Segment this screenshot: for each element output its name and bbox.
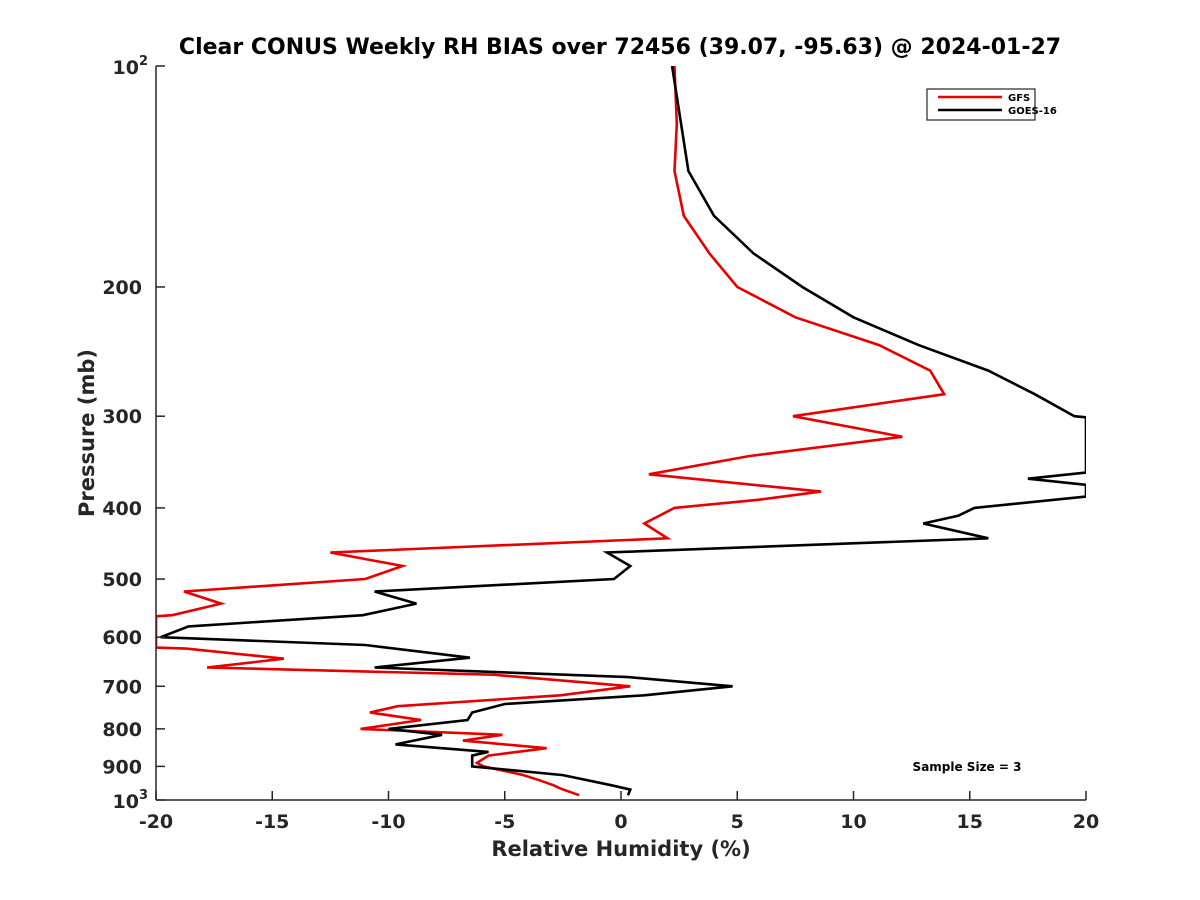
legend-label-goes16: GOES-16	[1008, 106, 1057, 117]
x-tick-label: 5	[731, 811, 744, 833]
y-tick-label: 300	[102, 406, 142, 428]
series-line-goes16	[160, 66, 1086, 796]
x-tick-label: -5	[494, 811, 515, 833]
y-tick-label: 700	[102, 676, 142, 698]
x-tick-label: 15	[957, 811, 983, 833]
x-axis-label: Relative Humidity (%)	[491, 837, 750, 861]
series-line-gfs	[156, 66, 947, 797]
y-tick-label: 102	[113, 54, 149, 79]
x-tick-label: -10	[371, 811, 405, 833]
x-tick-label: -15	[255, 811, 289, 833]
y-tick-label: 500	[102, 569, 142, 591]
series-layer	[156, 66, 1086, 797]
x-tick-label: 20	[1073, 811, 1099, 833]
y-ticks: 102 200 300 400 500 600 700 800 900 103	[102, 54, 165, 813]
y-tick-label: 900	[102, 756, 142, 778]
y-axis-label: Pressure (mb)	[75, 349, 99, 517]
sample-size-annotation: Sample Size = 3	[913, 760, 1022, 774]
x-tick-label: 0	[614, 811, 627, 833]
plot-area: -20 -15 -10 -5 0 5 10 15 20 102 200 300 400 500 600 70…	[102, 54, 1099, 833]
x-tick-label: -20	[139, 811, 173, 833]
legend-label-gfs: GFS	[1008, 93, 1030, 104]
y-tick-label: 400	[102, 498, 142, 520]
legend-box	[926, 88, 1036, 121]
y-tick-label: 600	[102, 627, 142, 649]
chart-title: Clear CONUS Weekly RH BIAS over 72456 (3…	[179, 35, 1061, 60]
x-tick-label: 10	[840, 811, 866, 833]
y-tick-label: 200	[102, 277, 142, 299]
y-tick-label: 800	[102, 719, 142, 741]
y-tick-label: 103	[113, 788, 149, 813]
legend: GFS GOES-16	[926, 88, 1057, 121]
x-ticks: -20 -15 -10 -5 0 5 10 15 20	[139, 791, 1099, 833]
